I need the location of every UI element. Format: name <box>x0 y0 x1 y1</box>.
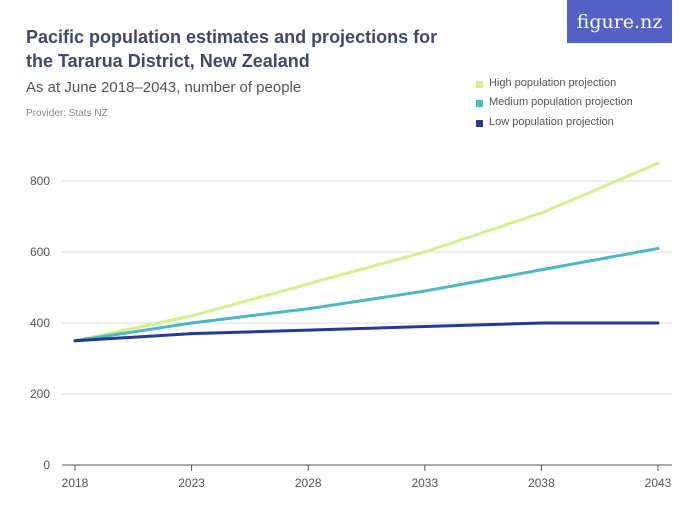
y-tick-label: 600 <box>30 245 50 259</box>
provider-text: Provider: Stats NZ <box>26 108 108 119</box>
chart-title: Pacific population estimates and project… <box>26 27 438 71</box>
legend-item: Medium population projection <box>476 93 633 113</box>
legend: High population projection Medium populat… <box>476 73 633 132</box>
data-point <box>423 289 427 293</box>
data-point <box>423 325 427 329</box>
data-point <box>306 328 310 332</box>
data-point <box>306 307 310 311</box>
data-point <box>539 211 543 215</box>
legend-swatch <box>476 80 483 88</box>
series-line-1 <box>74 246 659 343</box>
y-tick-label: 0 <box>43 458 50 472</box>
legend-label: Medium population projection <box>489 96 633 109</box>
legend-label: Low population projection <box>489 115 614 128</box>
legend-swatch <box>476 100 483 108</box>
data-point <box>73 339 77 343</box>
legend-item: Low population projection <box>476 112 633 132</box>
y-tick-label: 400 <box>30 316 50 330</box>
data-point <box>656 246 660 250</box>
series-line-0 <box>74 161 659 343</box>
legend-item: High population projection <box>476 73 633 93</box>
figure-nz-logo[interactable]: figure.nz <box>567 0 672 43</box>
data-point <box>539 321 543 325</box>
x-tick-label: 2018 <box>62 476 89 490</box>
data-point <box>539 268 543 272</box>
x-tick-label: 2028 <box>295 476 322 490</box>
x-tick-label: 2043 <box>645 476 672 490</box>
y-tick-label: 800 <box>30 174 50 188</box>
legend-label: High population projection <box>489 76 617 89</box>
chart-subtitle: As at June 2018–2043, number of people <box>26 79 302 96</box>
x-tick-label: 2038 <box>528 476 555 490</box>
data-point <box>656 321 660 325</box>
data-point <box>190 314 194 318</box>
series-line-2 <box>74 321 658 343</box>
x-tick-label: 2033 <box>411 476 438 490</box>
data-point <box>306 282 310 286</box>
legend-swatch <box>476 119 483 127</box>
y-tick-label: 200 <box>30 387 50 401</box>
data-point <box>423 250 427 254</box>
data-point <box>656 161 660 165</box>
data-point <box>190 332 194 336</box>
data-point <box>190 321 194 325</box>
x-tick-label: 2023 <box>178 476 205 490</box>
